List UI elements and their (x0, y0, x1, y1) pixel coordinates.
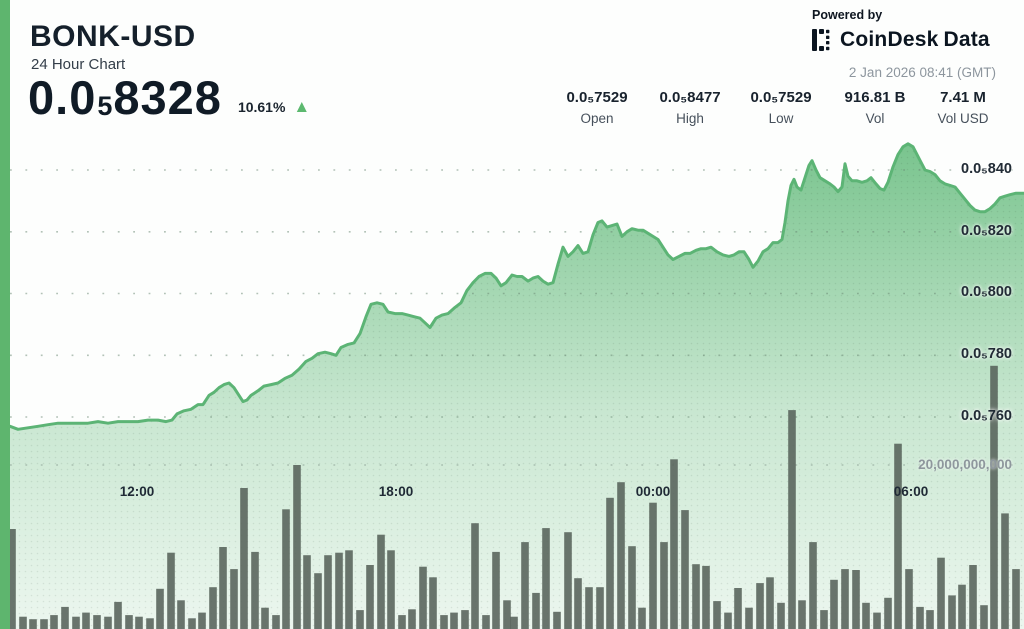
stat-low-label: Low (768, 111, 794, 126)
stat-open-label: Open (580, 111, 614, 126)
volume-axis-label: 20,000,000,000 (918, 457, 1012, 472)
powered-by-label: Powered by (812, 8, 883, 22)
provider-block: Powered by CoinDesk Data (812, 8, 996, 52)
stat-vol-label: Vol (865, 111, 885, 126)
price-change-percent: 10.61% (237, 98, 286, 115)
x-axis-tick-1200: 12:00 (119, 484, 155, 499)
up-triangle-icon: ▲ (293, 97, 311, 116)
x-axis-tick-0000: 00:00 (635, 484, 671, 499)
coindesk-logo[interactable]: CoinDesk Data (812, 28, 996, 52)
y-axis-tick-840: 0.0₅840 (961, 161, 1012, 177)
stat-high-label: High (676, 111, 704, 126)
coindesk-logo-icon (812, 29, 830, 51)
chart-subtitle: 24 Hour Chart (31, 56, 126, 73)
y-axis-tick-760: 0.0₅760 (961, 408, 1012, 424)
stat-vol-usd-label: Vol USD (937, 111, 989, 126)
stat-open-value: 0.0₅7529 (566, 89, 628, 106)
y-axis-tick-820: 0.0₅820 (961, 223, 1012, 239)
symbol-title: BONK-USD (30, 20, 196, 53)
stat-vol: 916.81 B Vol (825, 89, 925, 126)
price-line (8, 142, 1024, 431)
stat-vol-usd-value: 7.41 M (940, 89, 986, 106)
stat-vol-usd: 7.41 M Vol USD (913, 89, 1013, 126)
price-change: 10.61% ▲ (238, 98, 310, 115)
y-axis-tick-780: 0.0₅780 (961, 346, 1012, 362)
price-digits: 8328 (113, 71, 222, 124)
area-fill (10, 143, 1024, 629)
x-axis-tick-0600: 06:00 (893, 484, 929, 499)
volume-bars (8, 365, 1020, 629)
stat-low: 0.0₅7529 Low (731, 89, 831, 126)
y-axis-tick-800: 0.0₅800 (961, 284, 1012, 300)
left-accent-bar (0, 0, 10, 629)
timestamp: 2 Jan 2026 08:41 (GMT) (848, 65, 996, 80)
current-price: 0.0 5 8328 10.61% ▲ (28, 74, 310, 121)
coindesk-logo-text-data: Data (943, 28, 990, 51)
stat-high: 0.0₅8477 High (640, 89, 740, 126)
price-subscript: 5 (97, 91, 113, 121)
stat-open: 0.0₅7529 Open (547, 89, 647, 126)
price-prefix: 0.0 (28, 71, 97, 124)
stat-high-value: 0.0₅8477 (659, 89, 721, 106)
stat-vol-value: 916.81 B (844, 89, 906, 106)
coindesk-logo-text: CoinDesk (840, 28, 939, 51)
stat-low-value: 0.0₅7529 (750, 89, 812, 106)
x-axis-tick-1800: 18:00 (378, 484, 414, 499)
